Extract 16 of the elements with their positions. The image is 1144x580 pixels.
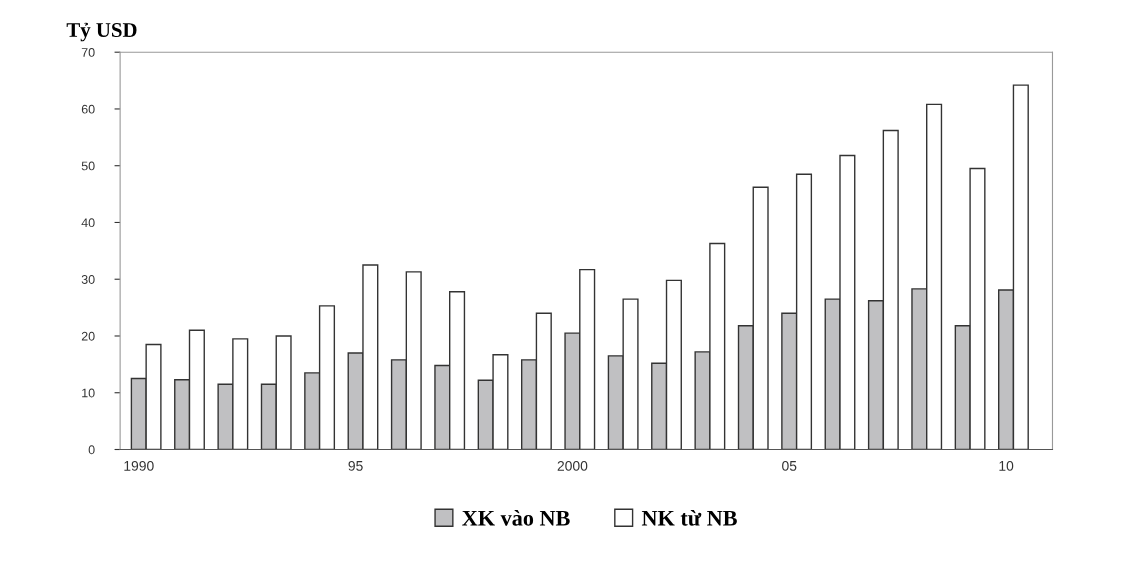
y-tick-label: 10 — [82, 388, 95, 398]
x-tick-label: 1990 — [124, 460, 154, 471]
x-tick-label: 05 — [782, 460, 797, 471]
legend-label: NK từ NB — [641, 510, 737, 526]
y-tick-label: 60 — [81, 104, 95, 114]
y-tick-label: 70 — [81, 48, 95, 57]
y-tick-label: 30 — [81, 275, 95, 284]
y-tick-label: 40 — [81, 218, 95, 228]
x-tick-label: 10 — [999, 460, 1014, 471]
legend-label: XK vào NB — [462, 510, 570, 526]
y-axis-title: Tỷ USD — [66, 22, 137, 42]
x-tick-label: 95 — [348, 460, 363, 471]
x-tick-label: 2000 — [557, 460, 588, 471]
y-tick-label: 20 — [81, 331, 95, 341]
y-tick-label: 50 — [81, 161, 95, 171]
y-tick-label: 0 — [88, 445, 95, 455]
